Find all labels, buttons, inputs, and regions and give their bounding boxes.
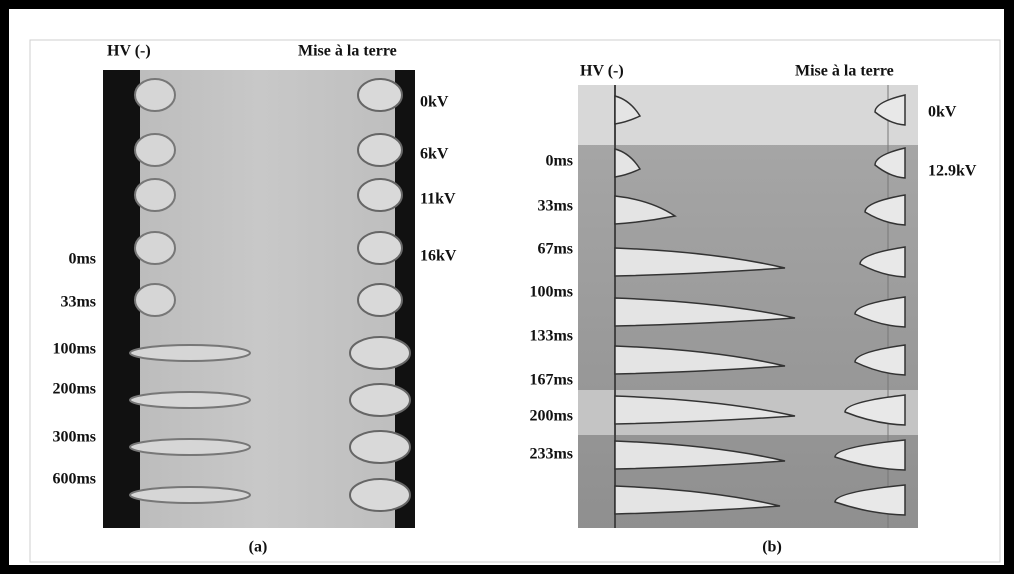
time-label: 0ms [545,153,573,170]
electrode-label: HV (-) [580,63,624,80]
caption: (a) [249,539,268,556]
droplet [357,178,403,212]
streak [614,395,796,425]
streak [834,439,906,471]
streak [864,194,906,226]
voltage-label: 0kV [420,94,449,111]
time-label: 100ms [529,284,573,301]
droplet [134,133,176,167]
streak [874,94,906,126]
time-label: 0ms [68,251,96,268]
streak [844,394,906,426]
streak [874,147,906,179]
time-label: 233ms [529,446,573,463]
droplet [134,231,176,265]
streak [854,296,906,328]
voltage-label: 6kV [420,146,449,163]
streak [614,297,796,327]
droplet [357,283,403,317]
streak [614,195,677,225]
droplet [134,283,176,317]
photo-b [578,85,918,528]
electrode-label: HV (-) [107,43,151,60]
voltage-label: 16kV [420,248,457,265]
streak [859,246,906,278]
droplet [129,391,251,409]
droplet [134,78,176,112]
time-label: 33ms [537,198,573,215]
droplet [129,438,251,456]
streak [614,345,786,375]
droplet [357,231,403,265]
time-label: 200ms [529,408,573,425]
droplet [129,486,251,504]
voltage-label: 0kV [928,104,957,121]
droplet [357,78,403,112]
time-label: 67ms [537,241,573,258]
droplet [349,383,411,417]
time-label: 100ms [52,341,96,358]
droplet [349,430,411,464]
voltage-label: 11kV [420,191,456,208]
droplet [357,133,403,167]
streak [614,95,642,125]
time-label: 600ms [52,471,96,488]
time-label: 200ms [52,381,96,398]
time-label: 167ms [529,372,573,389]
electrode-label: Mise à la terre [298,43,397,60]
time-label: 300ms [52,429,96,446]
photo-a [103,70,415,528]
droplet [349,478,411,512]
inner-frame [29,39,1001,563]
caption: (b) [762,539,782,556]
voltage-label: 12.9kV [928,163,977,180]
streak [614,440,786,470]
droplet [129,344,251,362]
streak [614,247,786,277]
droplet [134,178,176,212]
streak [834,484,906,516]
time-label: 133ms [529,328,573,345]
droplet [349,336,411,370]
time-label: 33ms [60,294,96,311]
streak [614,485,781,515]
streak [614,148,642,178]
streak [854,344,906,376]
electrode-label: Mise à la terre [795,63,894,80]
